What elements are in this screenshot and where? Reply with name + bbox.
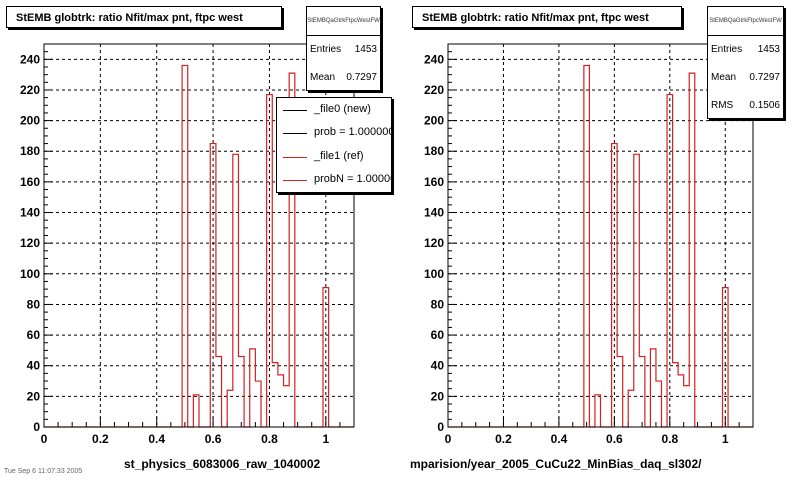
left-x-tick-label: 0.8: [261, 432, 278, 446]
right-stats-header: StEMBQaGtrkFtpcWestFW: [708, 7, 783, 36]
right-x-tick-label: 0.6: [606, 432, 623, 446]
left-y-tick-label: 140: [20, 206, 40, 220]
right-y-tick-label: 160: [424, 175, 444, 189]
left-y-tick-label: 120: [20, 236, 40, 250]
legend-label-prob: prob = 1.000000: [314, 126, 392, 138]
left-stats-box: StEMBQaGtrkFtpcWestFW Entries 1453 Mean …: [306, 6, 381, 91]
right-title: StEMB globtrk: ratio Nfit/max pnt, ftpc …: [412, 6, 682, 28]
footer-timestamp: Tue Sep 6 11:07:33 2005: [4, 468, 83, 475]
right-stats-entries-row: Entries 1453: [708, 36, 783, 64]
left-stats-mean-row: Mean 0.7297: [307, 64, 380, 92]
left-x-tick-label: 0.2: [92, 432, 109, 446]
left-y-tick-label: 180: [20, 144, 40, 158]
right-y-tick-label: 40: [431, 359, 445, 373]
legend-label-ref: _file1 (ref): [314, 150, 364, 162]
right-plot-area: [448, 44, 753, 427]
right-y-tick-label: 0: [437, 420, 444, 434]
right-y-tick-label: 100: [424, 267, 444, 281]
right-y-tick-label: 220: [424, 83, 444, 97]
right-y-tick-label: 20: [431, 389, 445, 403]
left-y-tick-label: 0: [33, 420, 40, 434]
right-x-tick-label: 0.2: [495, 432, 512, 446]
right-y-tick-label: 80: [431, 297, 445, 311]
legend-entry-ref: _file1 (ref): [277, 147, 391, 167]
left-title: StEMB globtrk: ratio Nfit/max pnt, ftpc …: [6, 6, 282, 28]
legend-box: _file0 (new) prob = 1.000000 _file1 (ref…: [276, 97, 392, 193]
left-entries-label: Entries: [310, 44, 342, 55]
left-y-tick-label: 220: [20, 83, 40, 97]
right-stats-box: StEMBQaGtrkFtpcWestFW Entries 1453 Mean …: [707, 6, 784, 119]
left-y-tick-label: 160: [20, 175, 40, 189]
left-plot-frame: [43, 43, 355, 428]
left-x-tick-label: 0.6: [205, 432, 222, 446]
right-x-tick-label: 1: [722, 432, 729, 446]
left-stats-entries-row: Entries 1453: [307, 36, 380, 64]
right-mean-label: Mean: [711, 72, 737, 83]
right-x-tick-label: 0.4: [551, 432, 568, 446]
right-plot-frame: [447, 43, 754, 428]
legend-entry-prob: prob = 1.000000: [277, 123, 392, 143]
right-y-tick-label: 140: [424, 206, 444, 220]
left-y-tick-label: 60: [27, 328, 41, 342]
legend-swatch-prob: [283, 133, 307, 134]
right-entries-label: Entries: [711, 44, 743, 55]
right-x-tick-label: 0.8: [661, 432, 678, 446]
left-y-tick-label: 20: [27, 389, 41, 403]
left-x-tick-label: 1: [322, 432, 329, 446]
right-mean-value: 0.7297: [749, 72, 780, 83]
right-y-tick-label: 60: [431, 328, 445, 342]
left-x-tick-label: 0: [41, 432, 48, 446]
right-x-axis-title: mparision/year_2005_CuCu22_MinBias_daq_s…: [410, 457, 702, 471]
right-y-tick-label: 180: [424, 144, 444, 158]
left-y-tick-label: 80: [27, 297, 41, 311]
right-y-tick-label: 120: [424, 236, 444, 250]
legend-swatch-ref: [283, 157, 307, 158]
legend-swatch-new: [283, 110, 307, 111]
left-y-tick-label: 100: [20, 267, 40, 281]
legend-swatch-probn: [283, 180, 307, 181]
left-mean-label: Mean: [310, 72, 336, 83]
legend-entry-probn: probN = 1.000000: [277, 170, 391, 190]
right-rms-label: RMS: [711, 100, 734, 111]
left-x-axis-title: st_physics_6083006_raw_1040002: [124, 457, 321, 471]
left-y-tick-label: 40: [27, 359, 41, 373]
left-x-tick-label: 0.4: [148, 432, 165, 446]
left-entries-value: 1453: [354, 44, 377, 55]
right-x-tick-label: 0: [445, 432, 452, 446]
left-y-tick-label: 200: [20, 114, 40, 128]
left-mean-value: 0.7297: [346, 72, 377, 83]
right-stats-mean-row: Mean 0.7297: [708, 64, 783, 92]
legend-label-new: _file0 (new): [314, 103, 371, 115]
right-rms-value: 0.1506: [749, 100, 780, 111]
legend-entry-new: _file0 (new): [277, 100, 391, 120]
right-y-tick-label: 200: [424, 114, 444, 128]
right-stats-rms-row: RMS 0.1506: [708, 92, 783, 120]
left-stats-header: StEMBQaGtrkFtpcWestFW: [307, 7, 380, 36]
left-y-tick-label: 240: [20, 52, 40, 66]
right-y-tick-label: 240: [424, 52, 444, 66]
right-entries-value: 1453: [757, 44, 780, 55]
legend-label-probn: probN = 1.000000: [314, 173, 391, 185]
